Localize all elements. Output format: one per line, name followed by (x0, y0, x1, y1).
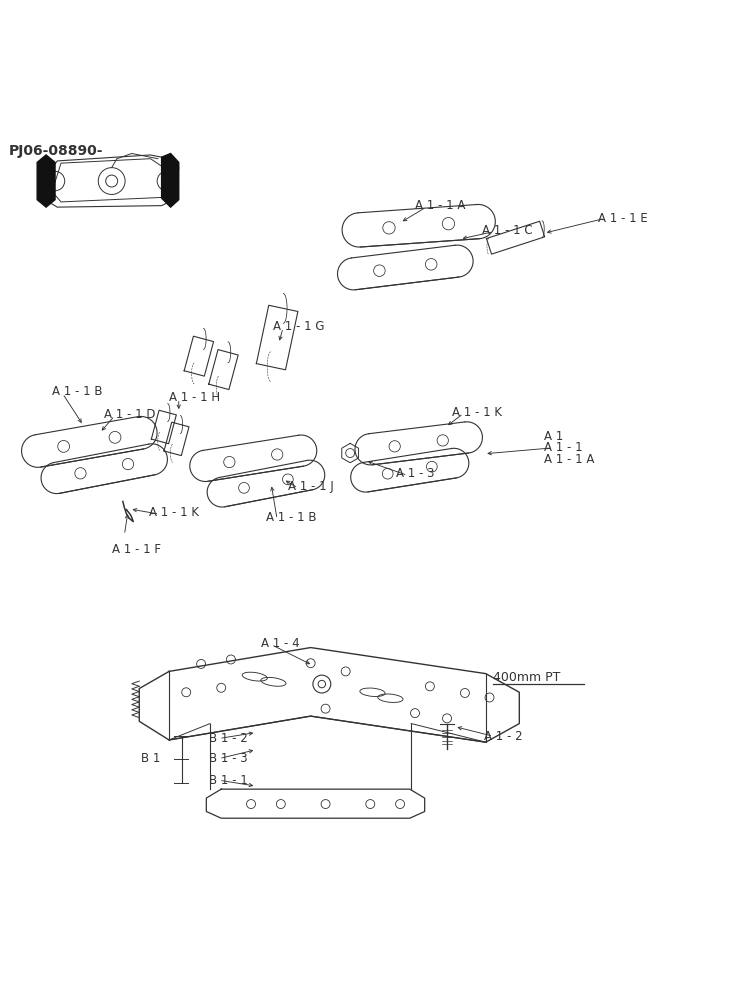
Text: A 1 - 1 F: A 1 - 1 F (111, 543, 161, 556)
Polygon shape (37, 155, 55, 207)
Text: A 1 - 3: A 1 - 3 (396, 467, 435, 480)
Text: A 1 - 1 E: A 1 - 1 E (598, 212, 647, 225)
Text: 400mm PT: 400mm PT (493, 671, 560, 684)
Text: A 1 - 1: A 1 - 1 (544, 441, 583, 454)
Text: A 1 - 2: A 1 - 2 (484, 730, 523, 743)
Text: A 1 - 1 D: A 1 - 1 D (104, 408, 156, 421)
Text: A 1 - 1 A: A 1 - 1 A (415, 199, 465, 212)
Text: A 1 - 1 B: A 1 - 1 B (266, 511, 316, 524)
Text: A 1 - 4: A 1 - 4 (261, 637, 299, 650)
Text: A 1 - 1 K: A 1 - 1 K (149, 506, 199, 519)
Polygon shape (162, 153, 179, 207)
Text: A 1 - 1 G: A 1 - 1 G (274, 320, 325, 333)
Text: B 1 - 2: B 1 - 2 (209, 732, 248, 745)
Text: A 1 - 1 B: A 1 - 1 B (52, 385, 102, 398)
Text: A 1 - 1 J: A 1 - 1 J (288, 480, 334, 493)
Text: A 1 - 1 K: A 1 - 1 K (453, 406, 502, 419)
Text: B 1 - 3: B 1 - 3 (209, 752, 247, 765)
Text: A 1 - 1 A: A 1 - 1 A (544, 453, 594, 466)
Text: PJ06-08890-: PJ06-08890- (9, 144, 103, 158)
Text: B 1 - 1: B 1 - 1 (209, 774, 248, 787)
Text: A 1: A 1 (544, 430, 563, 443)
Text: B 1: B 1 (141, 752, 161, 765)
Text: A 1 - 1 C: A 1 - 1 C (482, 224, 533, 237)
Text: A 1 - 1 H: A 1 - 1 H (169, 391, 220, 404)
